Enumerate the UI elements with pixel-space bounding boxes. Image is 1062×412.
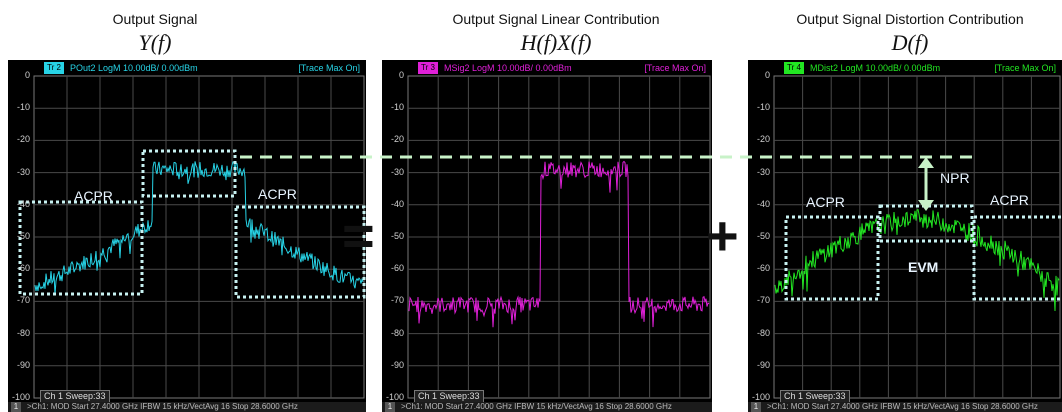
output-signal-panel: Tr 2 POut2 LogM 10.00dB/ 0.00dBm [Trace … xyxy=(8,60,366,412)
status-text: >Ch1: MOD Start 27.4000 GHz IFBW 15 kHz/… xyxy=(767,402,1038,411)
y-tick-label: -70 xyxy=(390,295,404,306)
panel-title-distortion: Output Signal Distortion Contribution xyxy=(796,11,1024,27)
channel-status-bar: 1 >Ch1: MOD Start 27.4000 GHz IFBW 15 kHz… xyxy=(382,402,712,412)
y-tick-label: -90 xyxy=(16,359,30,370)
y-tick-label: -10 xyxy=(16,102,30,113)
y-tick-label: -50 xyxy=(756,231,770,241)
y-tick-label: -60 xyxy=(756,263,770,274)
acpr-box-right xyxy=(972,215,1062,301)
panel-title-output: Output Signal xyxy=(112,11,198,27)
y-tick-label: -100 xyxy=(385,392,404,402)
status-number: 1 xyxy=(385,402,395,412)
y-tick-label: 0 xyxy=(24,70,30,80)
npr-label: NPR xyxy=(940,170,970,186)
acpr-box-left xyxy=(784,215,880,301)
y-tick-label: -100 xyxy=(11,392,30,402)
measure-label: MSig2 LogM 10.00dB/ 0.00dBm xyxy=(444,63,572,73)
acpr-label-right-distortion: ACPR xyxy=(990,192,1029,208)
acpr-label-left-output: ACPR xyxy=(74,188,113,204)
y-tick-label: -80 xyxy=(16,327,30,338)
equals-sign: = xyxy=(342,204,375,267)
y-tick-label: -90 xyxy=(756,359,770,370)
y-tick-label: 0 xyxy=(764,70,770,80)
y-tick-label: -10 xyxy=(390,102,404,113)
equation-linear: H(f)X(f) xyxy=(520,30,592,55)
trace-max-label: [Trace Max On] xyxy=(994,63,1056,73)
spectrum-trace xyxy=(408,160,710,328)
plus-sign: + xyxy=(706,204,739,267)
acpr-label-right-output: ACPR xyxy=(258,186,297,202)
y-tick-label: -40 xyxy=(390,198,404,209)
measure-label: POut2 LogM 10.00dB/ 0.00dBm xyxy=(70,63,198,73)
y-tick-label: -70 xyxy=(16,295,30,306)
trace-badge: Tr 2 xyxy=(44,62,64,74)
npr-evm-box xyxy=(878,204,974,243)
trace-max-label: [Trace Max On] xyxy=(644,63,706,73)
channel-status-bar: 1 >Ch1: MOD Start 27.4000 GHz IFBW 15 kHz… xyxy=(748,402,1062,412)
spectrum-trace xyxy=(34,161,364,295)
measure-label: MDist2 LogM 10.00dB/ 0.00dBm xyxy=(810,63,941,73)
main-channel-box xyxy=(141,149,237,198)
y-tick-label: -50 xyxy=(16,231,30,241)
linear-contribution-panel: Tr 3 MSig2 LogM 10.00dB/ 0.00dBm [Trace … xyxy=(382,60,712,412)
y-tick-label: -20 xyxy=(756,134,770,145)
y-tick-label: -30 xyxy=(390,166,404,177)
y-tick-label: -50 xyxy=(390,231,404,241)
panel-title-linear: Output Signal Linear Contribution xyxy=(452,11,660,27)
y-tick-label: -80 xyxy=(756,327,770,338)
y-tick-label: -60 xyxy=(16,263,30,274)
y-tick-label: -20 xyxy=(16,134,30,145)
y-tick-label: -70 xyxy=(756,295,770,306)
distortion-contribution-panel: Tr 4 MDist2 LogM 10.00dB/ 0.00dBm [Trace… xyxy=(748,60,1062,412)
trace-badge: Tr 3 xyxy=(418,62,438,74)
trace-header: Tr 2 POut2 LogM 10.00dB/ 0.00dBm [Trace … xyxy=(36,62,366,74)
y-tick-label: -100 xyxy=(751,392,770,402)
y-tick-label: -40 xyxy=(16,198,30,209)
trace-header: Tr 4 MDist2 LogM 10.00dB/ 0.00dBm [Trace… xyxy=(776,62,1062,74)
spectrum-trace xyxy=(774,208,1060,312)
spectrum-plot xyxy=(407,75,711,399)
status-text: >Ch1: MOD Start 27.4000 GHz IFBW 15 kHz/… xyxy=(401,402,672,411)
trace-badge: Tr 4 xyxy=(784,62,804,74)
y-tick-label: -40 xyxy=(756,198,770,209)
status-number: 1 xyxy=(11,402,21,412)
equation-output: Y(f) xyxy=(138,30,172,55)
spectrum-plot xyxy=(18,75,366,399)
trace-header: Tr 3 MSig2 LogM 10.00dB/ 0.00dBm [Trace … xyxy=(410,62,712,74)
y-tick-label: -20 xyxy=(390,134,404,145)
equation-distortion: D(f) xyxy=(891,30,929,55)
y-tick-label: -30 xyxy=(16,166,30,177)
acpr-box-right xyxy=(234,205,366,299)
trace-max-label: [Trace Max On] xyxy=(298,63,360,73)
y-tick-label: -60 xyxy=(390,263,404,274)
y-tick-label: -80 xyxy=(390,327,404,338)
y-tick-label: 0 xyxy=(398,70,404,80)
y-tick-label: -30 xyxy=(756,166,770,177)
channel-status-bar: 1 >Ch1: MOD Start 27.4000 GHz IFBW 15 kHz… xyxy=(8,402,366,412)
y-tick-label: -90 xyxy=(390,359,404,370)
evm-label: EVM xyxy=(908,259,939,275)
spectrum-plot xyxy=(773,75,1062,399)
status-text: >Ch1: MOD Start 27.4000 GHz IFBW 15 kHz/… xyxy=(27,402,298,411)
status-number: 1 xyxy=(751,402,761,412)
acpr-box-left xyxy=(18,200,144,296)
acpr-label-left-distortion: ACPR xyxy=(806,194,845,210)
y-tick-label: -10 xyxy=(756,102,770,113)
